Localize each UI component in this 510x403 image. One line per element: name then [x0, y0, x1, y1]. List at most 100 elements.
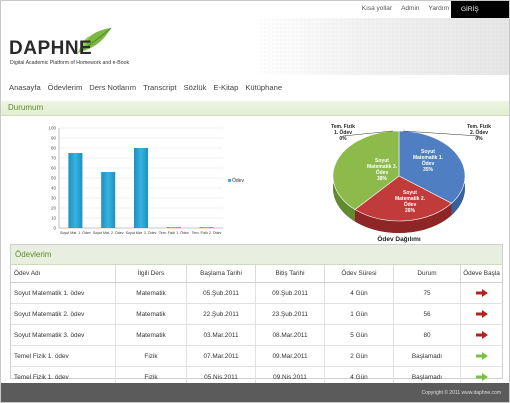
- table-row: Temel Fizik 1. ödev Fizik 07.Mar.2011 09.Ma…: [11, 345, 502, 367]
- assignments-table: Ödev Adı İlgili Ders Başlama Tarihi Biti…: [11, 265, 502, 388]
- legend-label: Ödev: [232, 177, 244, 184]
- cell-end: 09.Şub.2011: [255, 282, 325, 304]
- pie-chart: Soyut Matematik 1. Ödev 35% Soyut Matematik 2…: [331, 124, 491, 243]
- main-nav: Anasayfa Ödevlerim Ders Notlarım Transcr…: [1, 75, 509, 102]
- start-arrow-icon[interactable]: [475, 352, 488, 360]
- col-header-name[interactable]: Ödev Adı: [11, 265, 116, 283]
- start-arrow-icon[interactable]: [475, 310, 488, 318]
- header: DAPHNE Digital Academic Platform of Home…: [1, 18, 509, 75]
- section-header: Durumum: [1, 101, 509, 116]
- y-tick-label: 10: [51, 216, 57, 221]
- header-background: [259, 18, 509, 75]
- bar: [68, 153, 83, 228]
- col-header-status[interactable]: Durum: [393, 265, 461, 283]
- pie-label: Soyut Matematik 1. Ödev 35%: [413, 149, 444, 173]
- x-tick-label: Soyut Mat. 1. Ödev: [60, 231, 91, 235]
- panel-title: Ödevlerim: [11, 245, 502, 265]
- cell-start: 22.Şub.2011: [186, 303, 256, 325]
- nav-item-transcript[interactable]: Transcript: [143, 83, 177, 92]
- pie-leader-line: [342, 130, 394, 137]
- cell-duration: 5 Gün: [324, 324, 394, 346]
- cell-course: Fizik: [115, 345, 187, 367]
- nav-item-library[interactable]: Kütüphane: [245, 83, 283, 92]
- cell-name: Temel Fizik 1. ödev: [11, 345, 116, 367]
- y-tick-label: 60: [51, 166, 57, 171]
- bar: [101, 172, 116, 228]
- y-tick-label: 20: [51, 206, 57, 211]
- nav-item-ebook[interactable]: E-Kitap: [213, 83, 239, 92]
- pie-slice: [398, 130, 466, 204]
- footer: Copyright © 2011 www.daphne.com: [1, 383, 509, 402]
- logo-text[interactable]: DAPHNE: [9, 38, 93, 59]
- y-tick-label: 90: [51, 136, 57, 141]
- login-button[interactable]: GİRİŞ: [451, 1, 509, 18]
- y-tick-label: 70: [51, 156, 57, 161]
- col-header-course[interactable]: İlgili Ders: [115, 265, 187, 283]
- bar-chart: 0 10 20 30 40 50 60 70 80 90 100 Soyut Mat. 1. Ödev…: [48, 126, 244, 236]
- start-arrow-icon[interactable]: [475, 373, 488, 381]
- assignments-panel: Ödevlerim Ödev Adı İlgili Ders Başlama T…: [10, 244, 503, 388]
- pie-title: Ödev Dağılımı: [377, 234, 421, 243]
- cell-start: 05.Şub.2011: [186, 282, 256, 304]
- cell-end: 23.Şub.2011: [255, 303, 325, 325]
- top-links: Kısa yollar Admin Yardım: [362, 5, 449, 12]
- cell-course: Matematik: [115, 303, 187, 325]
- section-title: Durumum: [8, 103, 44, 112]
- cell-status: 56: [393, 303, 461, 325]
- y-tick-label: 0: [53, 226, 56, 231]
- nav-item-home[interactable]: Anasayfa: [9, 83, 41, 92]
- cell-action: [460, 345, 502, 367]
- cell-start: 07.Mar.2011: [186, 345, 256, 367]
- help-link[interactable]: Yardım: [428, 5, 449, 12]
- cell-course: Matematik: [115, 324, 187, 346]
- y-tick-label: 100: [48, 126, 56, 131]
- x-tick-label: Soyut Mar. 3. Ödev: [126, 231, 157, 235]
- bar: [199, 227, 214, 228]
- cell-action: [460, 324, 502, 346]
- nav-item-assignments[interactable]: Ödevlerim: [47, 83, 83, 92]
- table-row: Temel Fizik 1. ödev Fizik 05.Nis.2011 09.Ni…: [11, 366, 502, 388]
- y-tick-label: 80: [51, 146, 57, 151]
- pie-slice-side: [354, 203, 452, 233]
- nav-item-notes[interactable]: Ders Notlarım: [89, 83, 137, 92]
- cell-action: [460, 282, 502, 304]
- bar: [166, 227, 181, 228]
- cell-duration: 4 Gün: [324, 282, 394, 304]
- shortcuts-link[interactable]: Kısa yollar: [361, 5, 393, 12]
- pie-label: Soyut Matematik 3. Ödev 38%: [367, 158, 398, 182]
- pie-slice: [354, 175, 453, 222]
- x-tick-label: Tem. Fizik 1. Ödev: [159, 231, 189, 235]
- start-arrow-icon[interactable]: [475, 331, 488, 339]
- top-bar: Kısa yollar Admin Yardım GİRİŞ: [1, 1, 509, 18]
- col-header-start[interactable]: Başlama Tarihi: [186, 265, 256, 283]
- cell-duration: 2 Gün: [324, 345, 394, 367]
- admin-link[interactable]: Admin: [401, 5, 420, 12]
- table-row: Soyut Matematik 2. ödev Matematik 22.Şub.2…: [11, 303, 502, 325]
- pie-label: Soyut Matematik 2. Ödev 26%: [395, 190, 426, 214]
- copyright-text: Copyright © 2011 www.daphne.com: [421, 390, 501, 396]
- cell-action: [460, 303, 502, 325]
- cell-name: Soyut Matematik 2. ödev: [11, 303, 116, 325]
- col-header-duration[interactable]: Ödev Süresi: [324, 265, 394, 283]
- cell-end: 09.Mar.2011: [255, 345, 325, 367]
- pie-label: Tem. Fizik 1. Ödev 0%: [331, 124, 355, 142]
- nav-item-dictionary[interactable]: Sözlük: [183, 83, 207, 92]
- table-row: Soyut Matematik 3. ödev Matematik 03.Mar.2…: [11, 324, 502, 346]
- col-header-start-assignment[interactable]: Ödeve Başla: [460, 265, 502, 283]
- cell-status: 75: [393, 282, 461, 304]
- logo-tagline: Digital Academic Platform of Homework an…: [10, 60, 130, 66]
- x-tick-label: Soyut Mat. 2. Ödev: [93, 231, 124, 235]
- y-tick-label: 30: [51, 196, 57, 201]
- pie-slice: [332, 130, 400, 210]
- x-tick-label: Tem. Fizik 2. Ödev: [192, 231, 222, 235]
- start-arrow-icon[interactable]: [475, 289, 488, 297]
- cell-name: Soyut Matematik 1. ödev: [11, 282, 116, 304]
- cell-end: 08.Mar.2011: [255, 324, 325, 346]
- y-tick-label: 40: [51, 186, 57, 191]
- pie-label: Tem. Fizik 2. Ödev 0%: [467, 124, 491, 142]
- cell-course: Matematik: [115, 282, 187, 304]
- cell-duration: 1 Gün: [324, 303, 394, 325]
- pie-leader-line: [402, 130, 480, 137]
- col-header-end[interactable]: Bitiş Tarihi: [255, 265, 325, 283]
